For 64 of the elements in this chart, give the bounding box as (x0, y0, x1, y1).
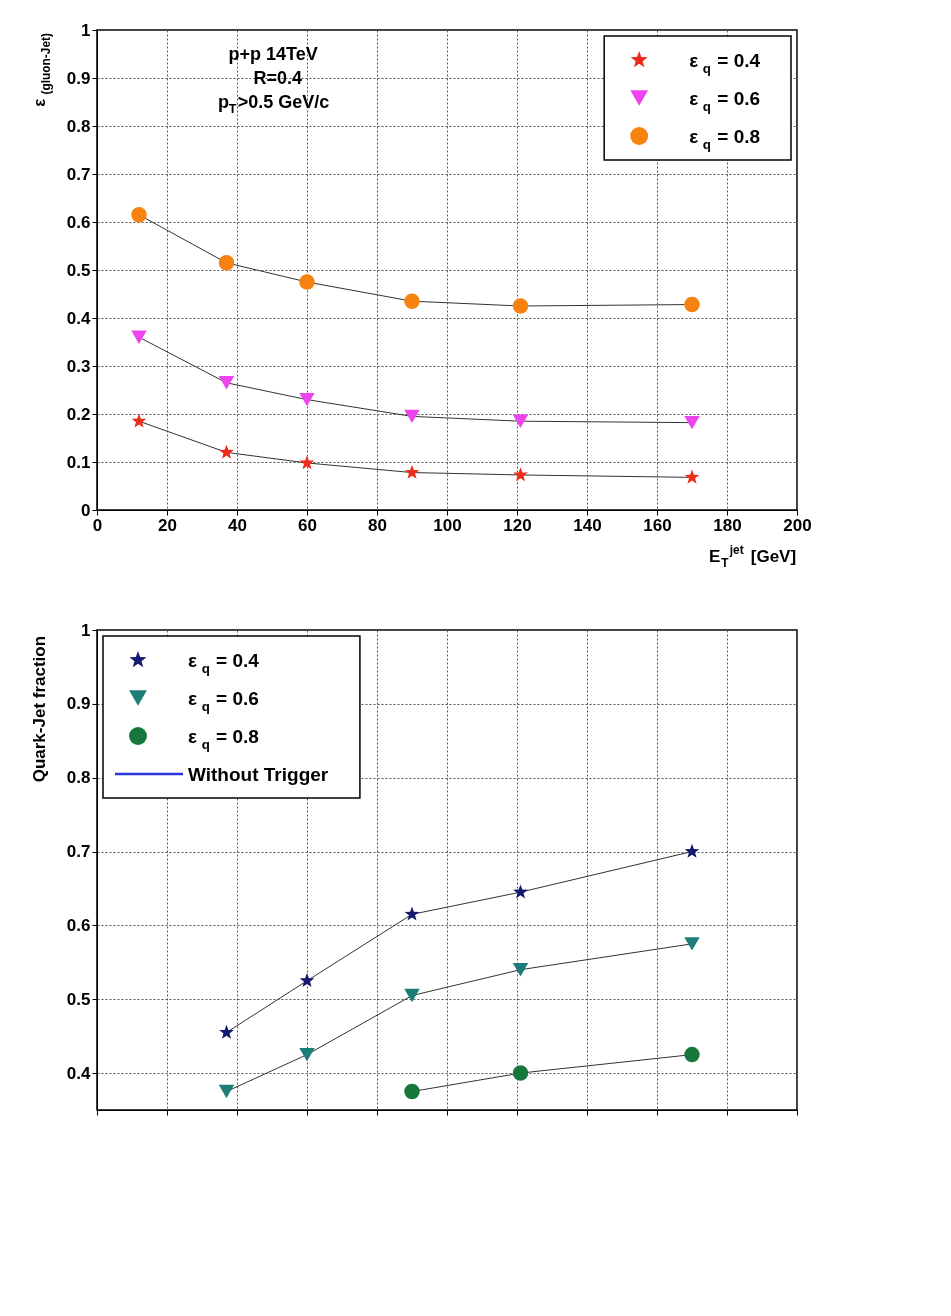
point (299, 1047, 315, 1062)
legend-label: Without Trigger (188, 764, 329, 785)
point (404, 409, 420, 424)
y-tick-label: 0.4 (66, 1063, 92, 1083)
point (299, 973, 315, 988)
point (218, 255, 235, 271)
point (299, 455, 315, 470)
point (219, 444, 234, 459)
y-tick-label: 0.7 (66, 164, 91, 184)
y-tick-label: 0.5 (66, 989, 91, 1009)
y-tick-label: 1 (81, 20, 91, 40)
y-tick-label: 0.4 (66, 308, 92, 328)
y-tick-label: 0.6 (66, 212, 91, 232)
y-tick-label: 0.3 (66, 356, 91, 376)
point (131, 330, 147, 344)
point (684, 469, 700, 484)
point (684, 296, 700, 313)
point (684, 415, 700, 430)
point (404, 464, 420, 479)
annotation: R=0.4 (253, 68, 303, 88)
x-tick-label: 200 (783, 515, 812, 535)
y-tick-label: 0.9 (66, 68, 91, 88)
point (404, 293, 420, 309)
point (684, 843, 700, 858)
point (512, 962, 529, 977)
x-tick-label: 60 (298, 515, 317, 535)
point (299, 392, 315, 407)
y-tick-label: 1 (81, 620, 91, 640)
point (512, 414, 529, 428)
point (404, 988, 420, 1003)
y-tick-label: 0.8 (66, 768, 91, 788)
point (218, 1084, 235, 1099)
annotation: p+p 14TeV (228, 44, 318, 64)
x-tick-label: 100 (433, 515, 462, 535)
point (299, 274, 315, 290)
point (684, 937, 700, 951)
y-axis-title: Quark-Jet fraction (30, 635, 49, 783)
x-tick-label: 140 (573, 515, 602, 535)
y-tick-label: 0.6 (66, 915, 91, 935)
x-tick-label: 40 (228, 515, 247, 535)
point (404, 906, 420, 921)
x-tick-label: 180 (713, 515, 742, 535)
y-tick-label: 0 (81, 500, 91, 520)
point (404, 1083, 420, 1100)
point (131, 413, 147, 428)
point (218, 376, 235, 390)
y-tick-label: 0.5 (66, 260, 91, 280)
point (512, 298, 529, 314)
y-axis-title: ε(gluon-Jet) (30, 33, 54, 107)
x-tick-label: 160 (643, 515, 672, 535)
y-tick-label: 0.2 (66, 404, 91, 424)
x-tick-label: 120 (503, 515, 532, 535)
point (219, 1024, 234, 1039)
x-tick-label: 80 (368, 515, 387, 535)
y-tick-label: 0.7 (66, 842, 91, 862)
y-tick-label: 0.9 (66, 694, 91, 714)
point (684, 1046, 700, 1063)
point (513, 467, 528, 482)
point (131, 207, 147, 223)
x-tick-label: 20 (158, 515, 177, 535)
point (512, 1065, 529, 1081)
y-tick-label: 0.1 (66, 452, 91, 472)
y-tick-label: 0.8 (66, 116, 91, 136)
point (513, 884, 528, 899)
